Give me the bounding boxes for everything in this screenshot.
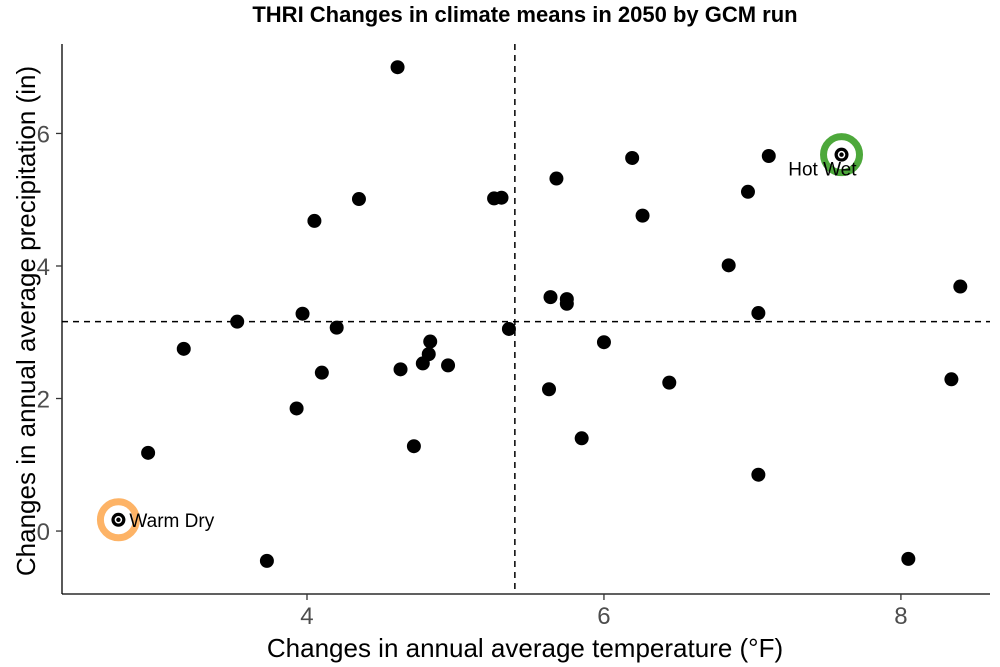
data-points bbox=[111, 60, 968, 568]
data-point-12 bbox=[393, 362, 408, 377]
data-point-8 bbox=[314, 365, 329, 380]
data-point-38 bbox=[944, 372, 959, 387]
data-point-26 bbox=[574, 431, 589, 446]
y-tick-label-1: 2 bbox=[37, 387, 50, 414]
x-axis-title: Changes in annual average temperature (°… bbox=[267, 633, 783, 663]
data-point-4 bbox=[259, 553, 274, 568]
axes: 4 6 8 0 2 4 6 bbox=[37, 44, 990, 630]
data-point-16 bbox=[423, 334, 438, 349]
data-point-21 bbox=[542, 382, 557, 397]
data-point-27 bbox=[596, 335, 611, 350]
data-point-23 bbox=[549, 171, 564, 186]
data-point-3 bbox=[230, 314, 245, 329]
y-tick-label-2: 4 bbox=[37, 254, 50, 281]
data-point-11 bbox=[390, 60, 405, 75]
y-axis-title: Changes in annual average precipitation … bbox=[11, 66, 41, 576]
x-tick-label-0: 4 bbox=[300, 603, 313, 630]
data-point-17 bbox=[441, 358, 456, 373]
data-point-39 bbox=[953, 279, 968, 294]
highlight-ring-1 bbox=[820, 133, 864, 177]
data-point-22 bbox=[543, 290, 558, 305]
data-point-9 bbox=[329, 320, 344, 335]
x-tick-label-1: 6 bbox=[597, 603, 610, 630]
data-point-29 bbox=[635, 208, 650, 223]
data-point-15 bbox=[421, 347, 436, 362]
data-point-33 bbox=[751, 467, 766, 482]
highlight-label-0: Warm Dry bbox=[129, 511, 214, 532]
data-point-5 bbox=[289, 401, 304, 416]
data-point-34 bbox=[751, 306, 766, 321]
data-point-35 bbox=[761, 148, 776, 163]
data-point-10 bbox=[351, 192, 366, 207]
data-point-20 bbox=[501, 321, 516, 336]
highlight-ring-0 bbox=[96, 498, 140, 542]
data-point-30 bbox=[662, 375, 677, 390]
data-point-13 bbox=[406, 439, 421, 454]
data-point-2 bbox=[176, 341, 191, 356]
data-point-28 bbox=[625, 150, 640, 165]
y-tick-label-0: 0 bbox=[37, 519, 50, 546]
data-point-37 bbox=[901, 551, 916, 566]
data-point-25 bbox=[559, 296, 574, 311]
highlight-point-core-0 bbox=[114, 516, 123, 524]
data-point-31 bbox=[721, 258, 736, 273]
highlight-labels: Warm Dry Hot Wet bbox=[129, 160, 857, 532]
data-point-19 bbox=[494, 190, 509, 205]
data-point-32 bbox=[740, 184, 755, 199]
highlight-label-1: Hot Wet bbox=[788, 160, 857, 181]
data-point-6 bbox=[295, 306, 310, 321]
reference-lines bbox=[62, 44, 990, 594]
highlight-point-core-1 bbox=[837, 150, 846, 159]
chart-title: THRI Changes in climate means in 2050 by… bbox=[252, 2, 797, 27]
highlight-rings bbox=[96, 133, 864, 542]
x-tick-label-2: 8 bbox=[894, 603, 907, 630]
data-point-1 bbox=[141, 445, 156, 460]
data-point-7 bbox=[307, 213, 322, 228]
y-tick-label-3: 6 bbox=[37, 121, 50, 148]
